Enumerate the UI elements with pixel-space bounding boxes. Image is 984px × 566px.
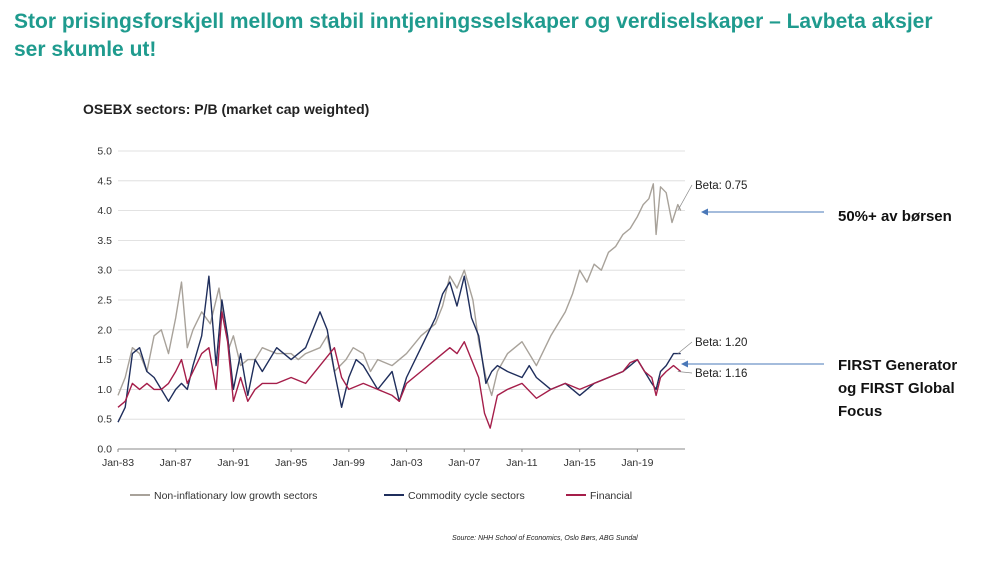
beta-annotation: Beta: 0.75 [695, 180, 747, 192]
y-tick-label: 4.5 [97, 175, 112, 187]
x-tick-label: Jan-87 [160, 457, 192, 469]
x-tick-label: Jan-15 [564, 457, 596, 469]
x-tick-label: Jan-03 [390, 457, 422, 469]
slide-title: Stor prisingsforskjell mellom stabil inn… [14, 10, 933, 61]
legend-label: Financial [590, 490, 632, 502]
y-tick-label: 3.0 [97, 265, 112, 277]
chart-series [117, 183, 682, 429]
note-high-beta: FIRST Generator og FIRST Global Focus [838, 357, 958, 420]
beta-annotation: Beta: 1.16 [695, 368, 747, 380]
annotation-leader [677, 184, 693, 211]
y-tick-label: 2.0 [97, 324, 112, 336]
chart-title: OSEBX sectors: P/B (market cap weighted) [83, 101, 370, 117]
chart-grid [118, 150, 685, 450]
series-line-non-inflationary-low-growth-sectors [117, 183, 682, 397]
y-tick-label: 2.5 [97, 295, 112, 307]
y-tick-label: 1.5 [97, 354, 112, 366]
legend-label: Non-inflationary low growth sectors [154, 490, 317, 502]
y-tick-label: 3.5 [97, 235, 112, 247]
series-line-financial [117, 311, 682, 429]
x-tick-label: Jan-11 [506, 457, 537, 469]
arrow-low-beta-head [701, 208, 708, 216]
x-tick-label: Jan-95 [275, 457, 307, 469]
chart-axes: 0.0 0.5 1.0 1.5 2.0 2.5 3.0 3.5 4.0 4.5 5.0 Jan-83 J… [97, 146, 685, 469]
x-tick-label: Jan-91 [217, 457, 249, 469]
annotation-leader [677, 341, 693, 354]
chart-annotations: Beta: 0.75 Beta: 1.20 Beta: 1.16 [677, 180, 824, 380]
chart-legend: Non-inflationary low growth sectors Commo… [130, 490, 632, 502]
y-tick-label: 4.0 [97, 205, 112, 217]
legend-label: Commodity cycle sectors [408, 490, 525, 502]
y-tick-label: 0.0 [97, 444, 112, 456]
x-tick-label: Jan-83 [102, 457, 134, 469]
source-note: Source: NHH School of Economics, Oslo Bø… [452, 535, 638, 542]
x-tick-label: Jan-07 [448, 457, 480, 469]
note-low-beta: 50%+ av børsen [838, 208, 952, 225]
y-tick-label: 0.5 [97, 414, 112, 426]
y-tick-label: 1.0 [97, 384, 112, 396]
x-tick-label: Jan-99 [333, 457, 365, 469]
arrow-high-beta-head [681, 360, 688, 368]
x-tick-label: Jan-19 [621, 457, 653, 469]
beta-annotation: Beta: 1.20 [695, 337, 747, 349]
annotation-leader [677, 371, 693, 374]
y-tick-label: 5.0 [97, 146, 112, 158]
